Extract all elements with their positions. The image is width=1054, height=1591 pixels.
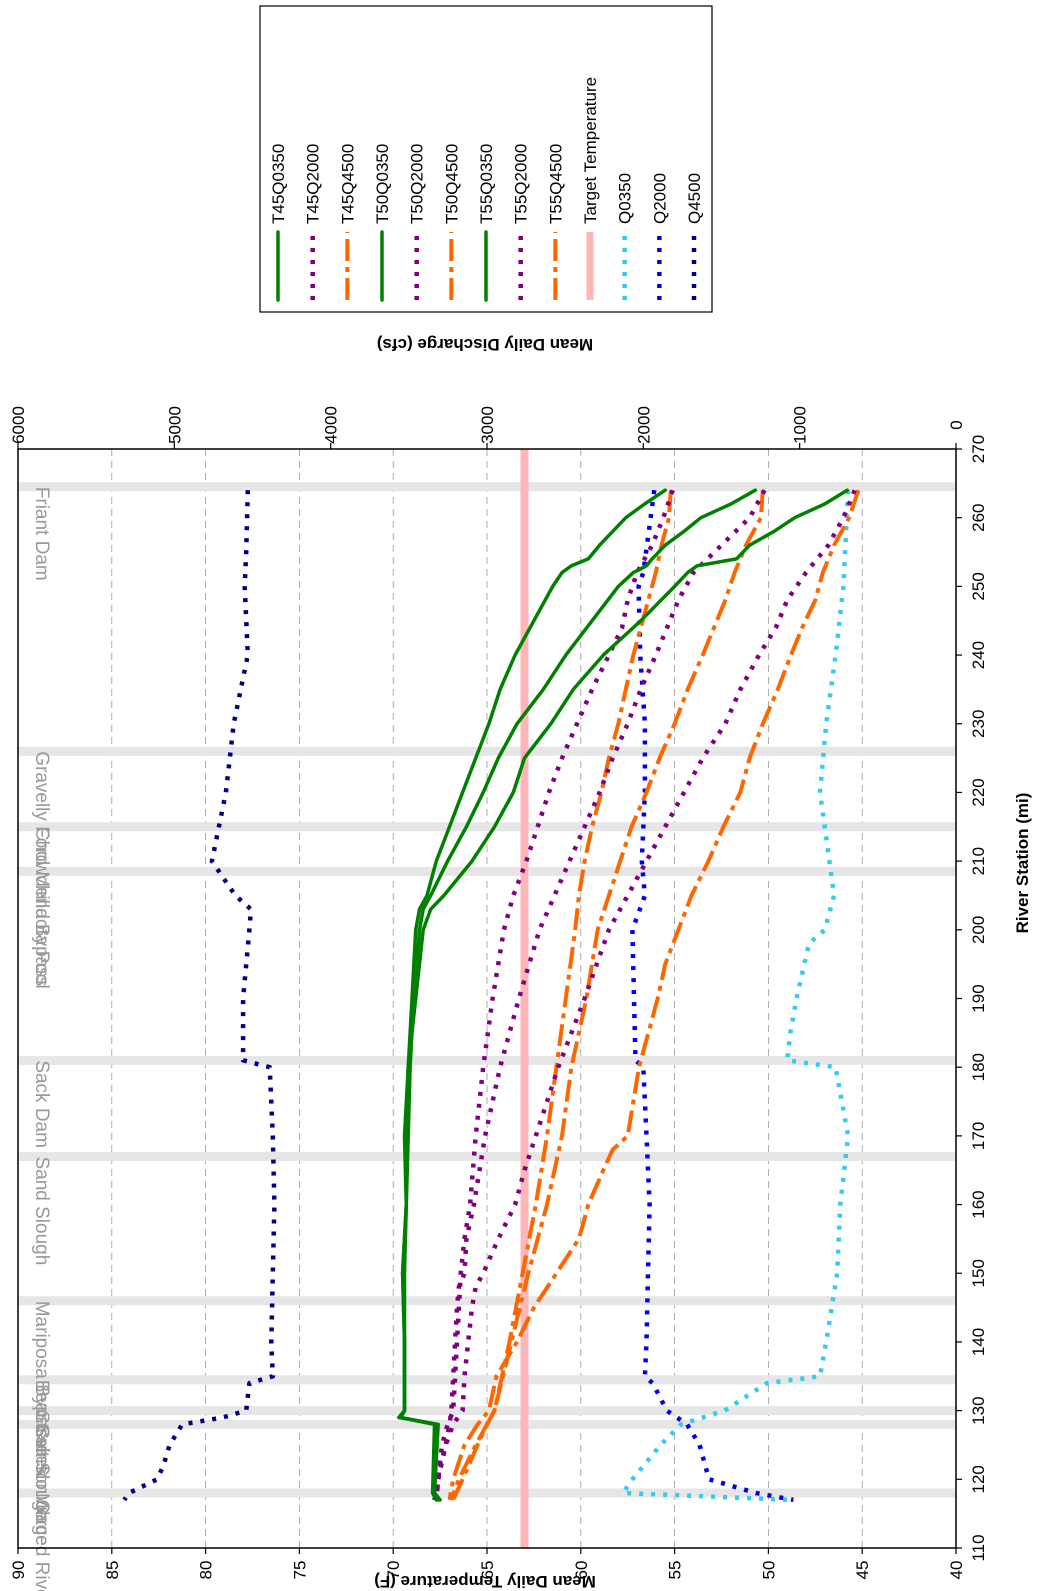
series-line-q4500: [122, 490, 277, 1502]
station-label: Bear Creek: [31, 1380, 52, 1477]
x-axis-title: River Station (mi): [1013, 793, 1032, 934]
x-tick-label: 230: [969, 710, 988, 738]
temp-tick-label: 85: [103, 1561, 122, 1580]
series-line-t50q2000: [434, 489, 767, 1501]
legend-label: Q0350: [616, 173, 635, 224]
x-tick-label: 250: [969, 572, 988, 600]
station-label: Mendota Pool: [31, 871, 52, 988]
legend-label: T55Q2000: [512, 144, 531, 224]
grid-lines: [111, 449, 863, 1548]
right-y-axis-title: Mean Daily Discharge (cfs): [377, 335, 593, 354]
series-line-t45q2000: [432, 489, 857, 1501]
legend-label: Target Temperature: [581, 77, 600, 224]
temp-tick-label: 45: [853, 1561, 872, 1580]
flow-tick-label: 5000: [165, 406, 184, 444]
series-line-q2000: [630, 489, 794, 1503]
left-y-axis-title: Mean Daily Temperature (F): [374, 1572, 596, 1591]
legend: T45Q0350 T45Q2000 T45Q4500 T50Q0350 T50Q2000…: [259, 5, 713, 313]
x-tick-label: 180: [969, 1053, 988, 1081]
temp-tick-label: 50: [759, 1561, 778, 1580]
legend-label: T55Q0350: [477, 144, 496, 224]
flow-tick-label: 1000: [791, 406, 810, 444]
station-label: Stevinson Gage: [31, 1411, 52, 1546]
flow-tick-label: 2000: [634, 406, 653, 444]
station-label: Salt Slough: [31, 1424, 52, 1521]
legend-label: T45Q4500: [338, 144, 357, 224]
x-tick-label: 240: [969, 641, 988, 669]
station-label: Friant Dam: [31, 487, 52, 581]
x-tick-label: 120: [969, 1465, 988, 1493]
station-label: Sack Dam: [31, 1060, 52, 1148]
x-tick-label: 220: [969, 778, 988, 806]
temp-tick-label: 60: [572, 1561, 591, 1580]
flow-tick-label: 4000: [322, 406, 341, 444]
x-tick-label: 140: [969, 1328, 988, 1356]
series-line-t55q0350: [398, 488, 667, 1502]
legend-label: T55Q4500: [546, 144, 565, 224]
legend-label: Q4500: [685, 173, 704, 224]
x-tick-label: 190: [969, 984, 988, 1012]
flow-tick-label: 0: [947, 420, 966, 429]
x-tick-label: 170: [969, 1122, 988, 1150]
station-label: Mariposa Bypass: [31, 1301, 52, 1447]
legend-label: T50Q0350: [373, 144, 392, 224]
legend-label: T45Q2000: [304, 144, 323, 224]
x-tick-label: 210: [969, 847, 988, 875]
x-tick-label: 260: [969, 504, 988, 532]
legend-label: T50Q4500: [442, 144, 461, 224]
temp-tick-label: 75: [290, 1561, 309, 1580]
legend-label: Q2000: [650, 173, 669, 224]
legend-label: T50Q2000: [408, 144, 427, 224]
legend-label: T45Q0350: [269, 144, 288, 224]
series-line-t55q2000: [434, 489, 675, 1501]
flow-tick-label: 3000: [478, 406, 497, 444]
x-tick-label: 110: [969, 1534, 988, 1561]
series-line-t55q4500: [451, 490, 673, 1501]
station-label: Chowchilla Bypass: [31, 827, 52, 986]
x-tick-label: 150: [969, 1259, 988, 1287]
x-tick-label: 160: [969, 1190, 988, 1218]
temp-tick-label: 40: [947, 1561, 966, 1580]
series-line-t50q4500: [449, 490, 765, 1501]
temp-tick-label: 70: [384, 1561, 403, 1580]
temp-tick-label: 55: [666, 1561, 685, 1580]
axis-ticks: 110 120 130 140 150 160 170 180 190 200 210 220 230 2…: [9, 406, 988, 1579]
axis-titles: River Station (mi) Mean Daily Temperatur…: [374, 335, 1032, 1591]
temp-tick-label: 90: [9, 1561, 28, 1580]
x-tick-label: 270: [969, 435, 988, 463]
data-series: [122, 449, 861, 1548]
x-tick-label: 130: [969, 1396, 988, 1424]
station-label: Merced River: [31, 1493, 52, 1591]
station-label: Gravelly Ford: [31, 751, 52, 865]
flow-tick-label: 6000: [9, 406, 28, 444]
series-line-q0350: [620, 490, 851, 1503]
temp-tick-label: 65: [478, 1561, 497, 1580]
x-tick-label: 200: [969, 916, 988, 944]
temp-tick-label: 80: [197, 1561, 216, 1580]
station-label: Sand Slough: [31, 1156, 52, 1265]
